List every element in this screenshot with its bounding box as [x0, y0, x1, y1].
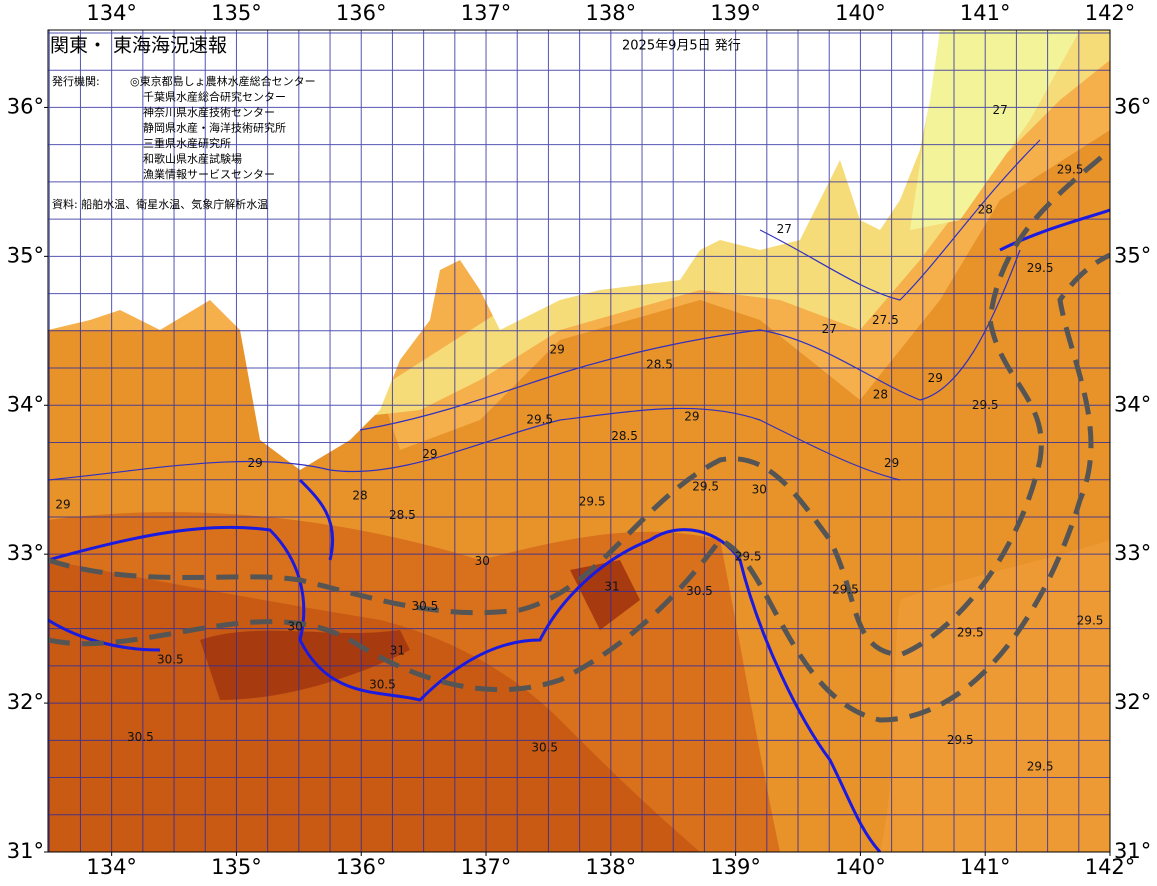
- issuer: 神奈川県水産技術センター: [143, 105, 275, 119]
- contour-label: 29.5: [692, 480, 719, 494]
- issuer: 静岡県水産・海洋技術研究所: [143, 121, 286, 135]
- lat-label: 34°: [7, 392, 44, 416]
- lon-label: 139°: [710, 1, 761, 25]
- contour-label: 29: [550, 343, 565, 357]
- lon-label: 142°: [1085, 855, 1136, 879]
- contour-label: 29.5: [1027, 261, 1054, 275]
- issuer: 漁業情報サービスセンター: [143, 167, 275, 181]
- contour-label: 29.5: [1057, 162, 1084, 176]
- contour-label: 29: [248, 456, 263, 470]
- contour-label: 30.5: [686, 584, 713, 598]
- issuer: 千葉県水産総合研究センター: [143, 90, 286, 104]
- contour-label: 29.5: [526, 413, 553, 427]
- contour-label: 29: [884, 456, 899, 470]
- contour-label: 29.5: [735, 550, 762, 564]
- contour-label: 29: [422, 447, 437, 461]
- lat-label: 34°: [1114, 392, 1151, 416]
- lon-label: 136°: [336, 855, 387, 879]
- lat-label: 33°: [1114, 541, 1151, 565]
- lon-label: 137°: [461, 1, 512, 25]
- lat-label: 31°: [7, 839, 44, 863]
- contour-label: 28: [978, 203, 993, 217]
- coolest-zone: [910, 30, 1080, 230]
- contour-label: 29: [55, 498, 70, 512]
- contour-label: 30.5: [127, 730, 154, 744]
- warmest-zone: [200, 560, 640, 700]
- kuroshio-axis: [48, 148, 1110, 658]
- contour-label: 31: [390, 643, 405, 657]
- warmer-zone: [48, 560, 700, 852]
- contour-label: 29.5: [832, 582, 859, 596]
- kuroshio-edge: [48, 252, 1110, 723]
- lon-label: 136°: [336, 1, 387, 25]
- lon-label: 141°: [960, 855, 1011, 879]
- lon-label: 140°: [835, 855, 886, 879]
- contour-label: 30.5: [369, 678, 396, 692]
- lat-label: 33°: [7, 541, 44, 565]
- lon-label: 135°: [211, 855, 262, 879]
- lon-label: 137°: [461, 855, 512, 879]
- contour-label: 29.5: [1077, 614, 1104, 628]
- lon-label: 141°: [960, 1, 1011, 25]
- contour-label: 27: [777, 222, 792, 236]
- contour-label: 27: [993, 103, 1008, 117]
- contour-label: 28.5: [646, 358, 673, 372]
- issuer-label: 発行機関:: [52, 74, 100, 88]
- contour-label: 29.5: [947, 733, 974, 747]
- issue-date: 2025年9月5日 発行: [622, 39, 741, 54]
- land: [48, 30, 940, 470]
- issuer: 三重県水産研究所: [143, 136, 231, 150]
- contour-label: 29.5: [957, 626, 984, 640]
- issuer: ◎東京都島しょ農林水産総合センター: [130, 74, 316, 88]
- contour-label: 30.5: [531, 740, 558, 754]
- lon-label: 142°: [1085, 1, 1136, 25]
- source: 資料: 船舶水温、衛星水温、気象庁解析水温: [52, 197, 268, 211]
- contour-label: 30: [287, 620, 302, 634]
- title: 関東・ 東海海況速報: [50, 35, 227, 57]
- contour-label: 30: [752, 483, 767, 497]
- contour-label: 29.5: [1027, 760, 1054, 774]
- lat-label: 35°: [1114, 243, 1151, 267]
- lon-label: 135°: [211, 1, 262, 25]
- lat-label: 36°: [1114, 94, 1151, 118]
- lat-label: 36°: [7, 94, 44, 118]
- contour-labels: 29 29 28 28.5 29 29 28.5 29 29.5 28.5 29.5 29.5 30 29…: [55, 103, 1103, 774]
- lon-label: 138°: [586, 855, 637, 879]
- lon-label: 134°: [86, 855, 137, 879]
- contour-label: 28.5: [611, 429, 638, 443]
- lon-label: 140°: [835, 1, 886, 25]
- lon-label: 134°: [86, 1, 137, 25]
- contour-label: 30.5: [157, 652, 184, 666]
- lat-label: 35°: [7, 243, 44, 267]
- lon-label: 138°: [586, 1, 637, 25]
- contour-label: 31: [604, 579, 619, 593]
- contour-label: 29: [684, 410, 699, 424]
- contour-label: 29.5: [579, 495, 606, 509]
- contour-label: 29.5: [972, 398, 999, 412]
- zone: [880, 540, 1110, 852]
- grid: [48, 30, 1110, 852]
- contour-label: 29: [928, 371, 943, 385]
- lat-label: 31°: [1114, 839, 1151, 863]
- lon-label: 139°: [710, 855, 761, 879]
- contours: [48, 139, 1041, 481]
- contour-label: 28.5: [389, 508, 416, 522]
- lat-label: 32°: [1114, 690, 1151, 714]
- contour-label: 27.5: [872, 313, 899, 327]
- map-area: 29 29 28 28.5 29 29 28.5 29 29.5 28.5 29.5 29.5 30 29…: [48, 30, 1110, 852]
- issuer: 和歌山県水産試験場: [143, 152, 242, 166]
- contour-label: 30: [475, 554, 490, 568]
- issuers: ◎東京都島しょ農林水産総合センター千葉県水産総合研究センター神奈川県水産技術セン…: [130, 74, 316, 181]
- axes: 134° 134° 135° 135° 136° 136° 137° 137° 138° 138°…: [7, 1, 1151, 879]
- contour-label: 30.5: [412, 599, 439, 613]
- lat-label: 32°: [7, 690, 44, 714]
- contour-label: 27: [822, 322, 837, 336]
- frame: [47, 29, 1111, 853]
- contour-label: 28: [352, 489, 367, 503]
- contour-label: 28: [873, 387, 888, 401]
